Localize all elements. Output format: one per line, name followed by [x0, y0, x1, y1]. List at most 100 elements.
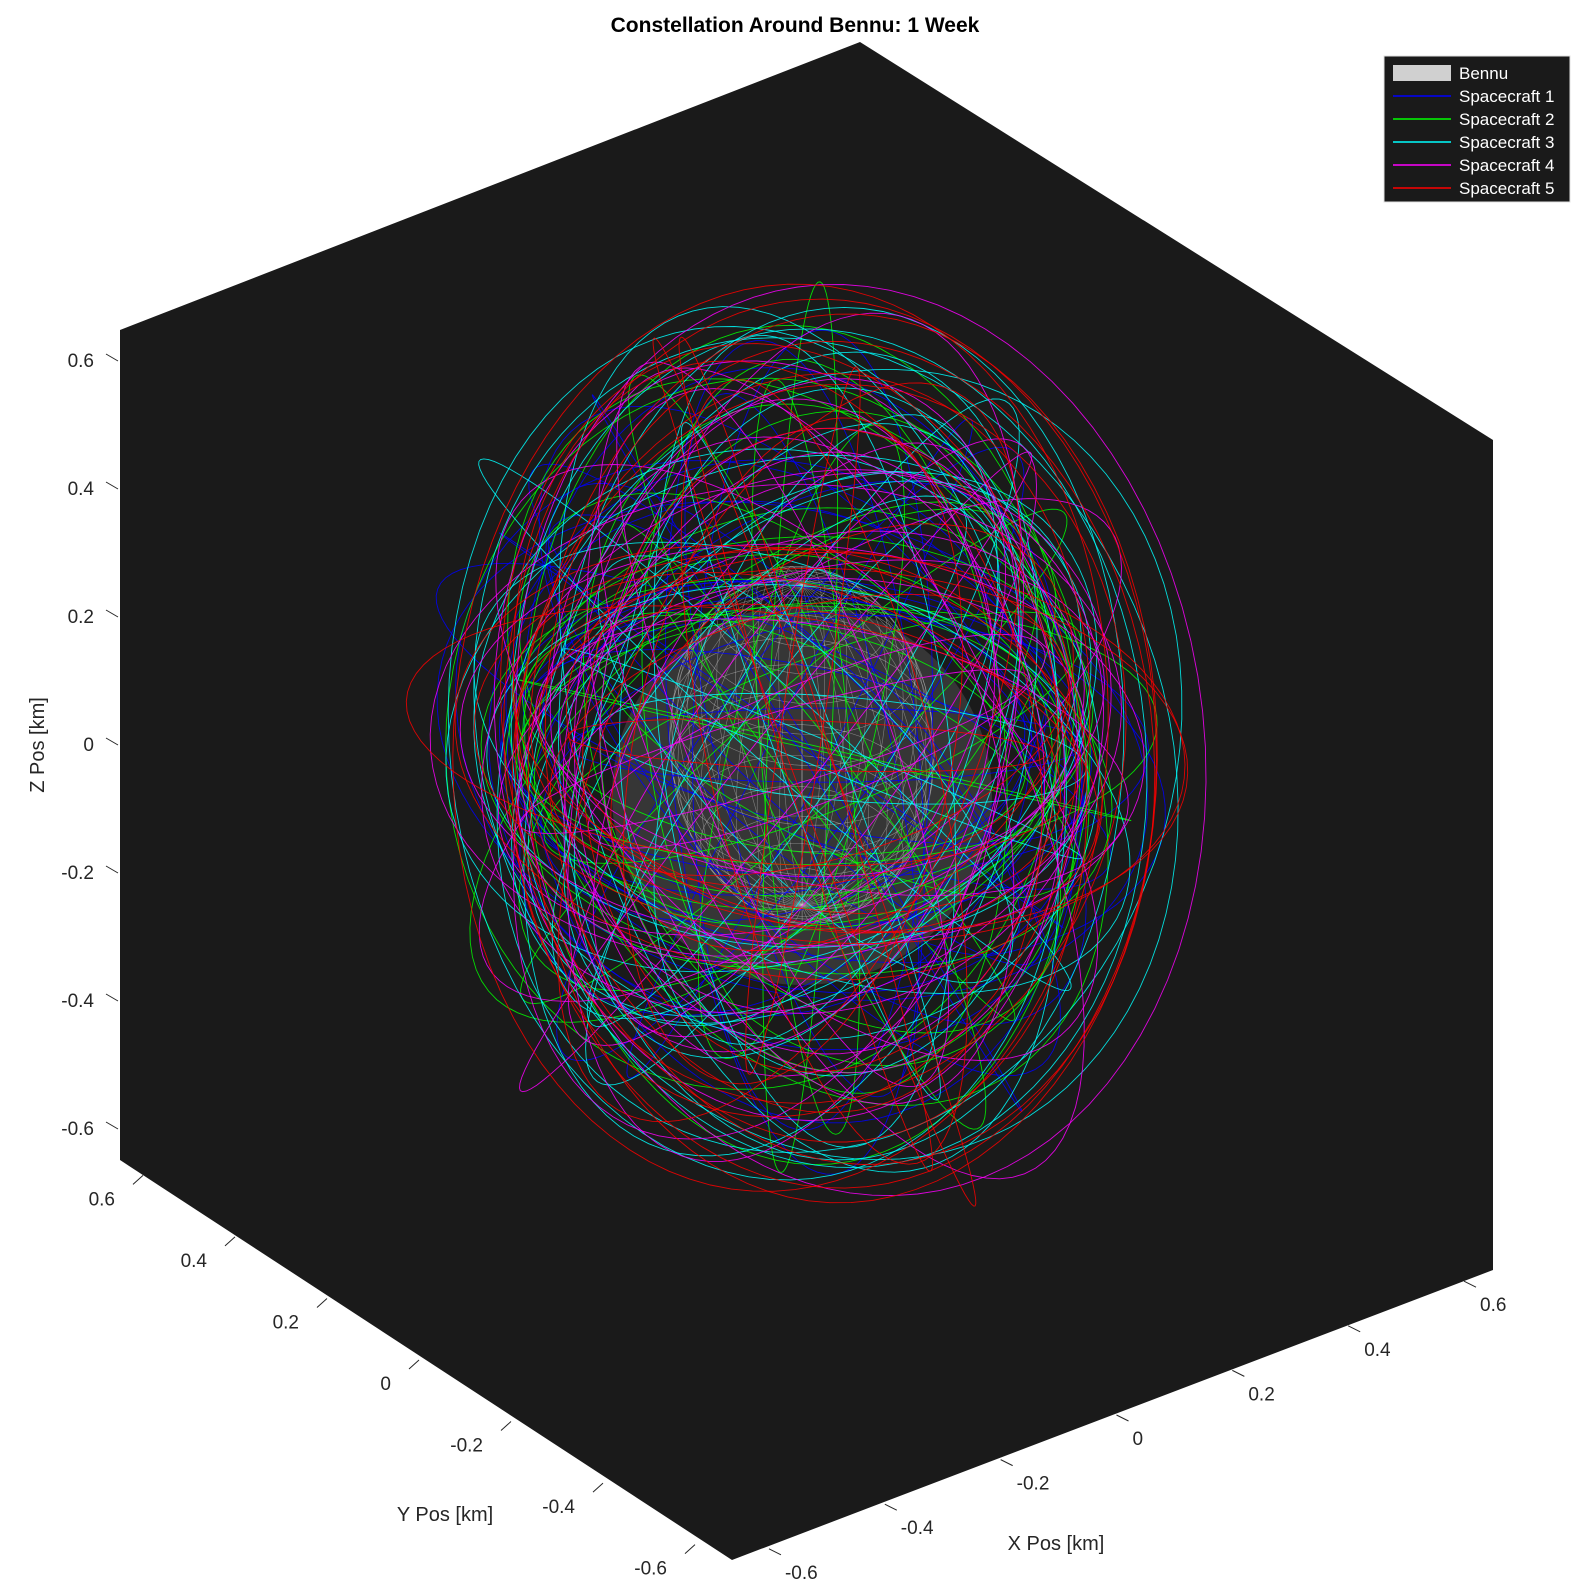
z-tick-label: 0.6 — [68, 351, 94, 372]
orbit-path — [511, 373, 1091, 1118]
orbit-path — [678, 336, 933, 1172]
orbit-path — [513, 378, 1021, 1140]
orbit-path — [616, 361, 950, 1088]
legend-label: Bennu — [1459, 64, 1508, 83]
orbit-path — [551, 495, 1000, 1020]
bennu-meridian — [801, 574, 888, 906]
bennu-meridian — [801, 584, 888, 919]
orbit-path — [538, 603, 1099, 933]
orbit-path — [523, 351, 1038, 1157]
orbit-path — [512, 572, 1062, 914]
orbit-path — [562, 472, 1105, 1014]
z-tick-label: -0.2 — [61, 863, 94, 884]
legend-label: Spacecraft 3 — [1459, 133, 1554, 152]
orbit-path — [545, 514, 1021, 956]
z-tick-label: 0 — [83, 735, 94, 756]
z-tick-label: 0.2 — [68, 607, 94, 628]
legend-items: Bennu Spacecraft 1 Spacecraft 2 Spacecraft … — [1393, 64, 1554, 198]
z-tick-label: -0.6 — [61, 1119, 94, 1140]
z-tick-mark — [105, 1121, 119, 1130]
bennu-meridian — [778, 565, 803, 906]
orbit-path — [524, 324, 1081, 1166]
orbit-path — [567, 718, 1046, 773]
orbit-path — [540, 615, 1047, 922]
orbit-path — [486, 584, 1088, 948]
bennu-meridian — [669, 584, 803, 906]
y-tick-mark — [408, 1359, 420, 1370]
orbit-path — [498, 580, 1166, 964]
legend-label: Spacecraft 1 — [1459, 87, 1554, 106]
x-tick-mark — [1463, 1280, 1477, 1288]
y-tick-mark — [132, 1175, 144, 1185]
y-axis-ticks: -0.6 -0.4 -0.2 0 0.2 0.4 0.6 — [89, 1175, 696, 1580]
orbit-path — [598, 367, 1085, 1180]
orbit-path — [680, 422, 941, 1101]
orbit-path — [510, 328, 1148, 1169]
y-tick-mark — [316, 1298, 328, 1308]
y-tick-label: 0.2 — [273, 1312, 299, 1333]
orbit-path — [454, 544, 1103, 981]
orbit-path — [514, 383, 1127, 1104]
bennu-meridian — [716, 571, 803, 906]
orbit-path — [610, 523, 1074, 951]
orbit-path — [745, 366, 861, 1075]
orbit-path — [478, 458, 1072, 992]
y-tick-label: 0.4 — [181, 1251, 208, 1272]
orbit-path — [429, 483, 1122, 964]
orbit-path — [496, 368, 1183, 1154]
x-tick-label: -0.4 — [901, 1518, 934, 1539]
z-tick-mark — [105, 737, 119, 746]
z-tick-label: -0.4 — [61, 991, 94, 1012]
orbit-path — [447, 326, 1067, 1181]
orbit-path — [481, 469, 1112, 1014]
orbit-path — [585, 398, 1020, 1086]
x-tick-label: -0.2 — [1017, 1474, 1050, 1495]
orbit-path — [653, 335, 956, 1148]
orbit-path — [503, 298, 1157, 1189]
orbit-path — [473, 541, 1131, 994]
x-axis-ticks: -0.6 -0.4 -0.2 0 0.2 0.4 0.6 — [768, 1280, 1506, 1584]
orbit-path — [530, 551, 1071, 888]
orbit-path — [566, 547, 1077, 934]
y-tick-label: 0 — [380, 1374, 391, 1395]
orbit-path — [452, 283, 1109, 1192]
orbit-path — [697, 424, 905, 1059]
x-tick-mark — [884, 1503, 898, 1511]
x-tick-label: 0.6 — [1480, 1295, 1506, 1316]
orbit-path — [504, 507, 1075, 968]
orbit-path — [459, 543, 1145, 947]
legend-label: Spacecraft 5 — [1459, 179, 1554, 198]
x-tick-label: -0.6 — [785, 1563, 818, 1584]
orbit-path — [692, 329, 934, 1131]
z-axis-ticks: -0.6 -0.4 -0.2 0 0.2 0.4 0.6 — [61, 351, 119, 1140]
trajectory-spacecraft-5 — [405, 283, 1189, 1207]
z-tick-mark — [105, 481, 119, 490]
z-axis-label: Z Pos [km] — [27, 697, 49, 793]
legend-swatch-bennu — [1393, 65, 1451, 81]
orbit-path — [515, 284, 1207, 1197]
x-tick-label: 0 — [1133, 1429, 1144, 1450]
orbit-path — [544, 341, 1156, 1165]
orbit-path — [517, 530, 1085, 957]
x-tick-mark — [1347, 1325, 1361, 1333]
orbit-path — [653, 414, 999, 1045]
orbit-path — [567, 707, 1084, 783]
orbit-path — [445, 377, 1059, 1090]
bennu-meridian — [801, 584, 904, 916]
y-tick-label: -0.4 — [542, 1497, 575, 1518]
orbit-path — [500, 343, 1088, 1143]
bennu-meridian — [756, 584, 803, 922]
y-tick-label: -0.6 — [634, 1559, 667, 1580]
chart-title: Constellation Around Bennu: 1 Week — [611, 14, 980, 37]
x-tick-mark — [1000, 1459, 1013, 1467]
orbit-path — [592, 442, 1006, 1037]
orbit-path — [543, 611, 1082, 864]
orbit-path — [549, 436, 1045, 1055]
x-tick-mark — [768, 1548, 782, 1556]
z-tick-mark — [105, 865, 119, 874]
orbit-path — [652, 337, 977, 1207]
z-tick-label: 0.4 — [68, 479, 95, 500]
y-tick-mark — [592, 1482, 604, 1493]
orbit-path — [473, 548, 1186, 944]
orbit-path — [535, 618, 1129, 897]
